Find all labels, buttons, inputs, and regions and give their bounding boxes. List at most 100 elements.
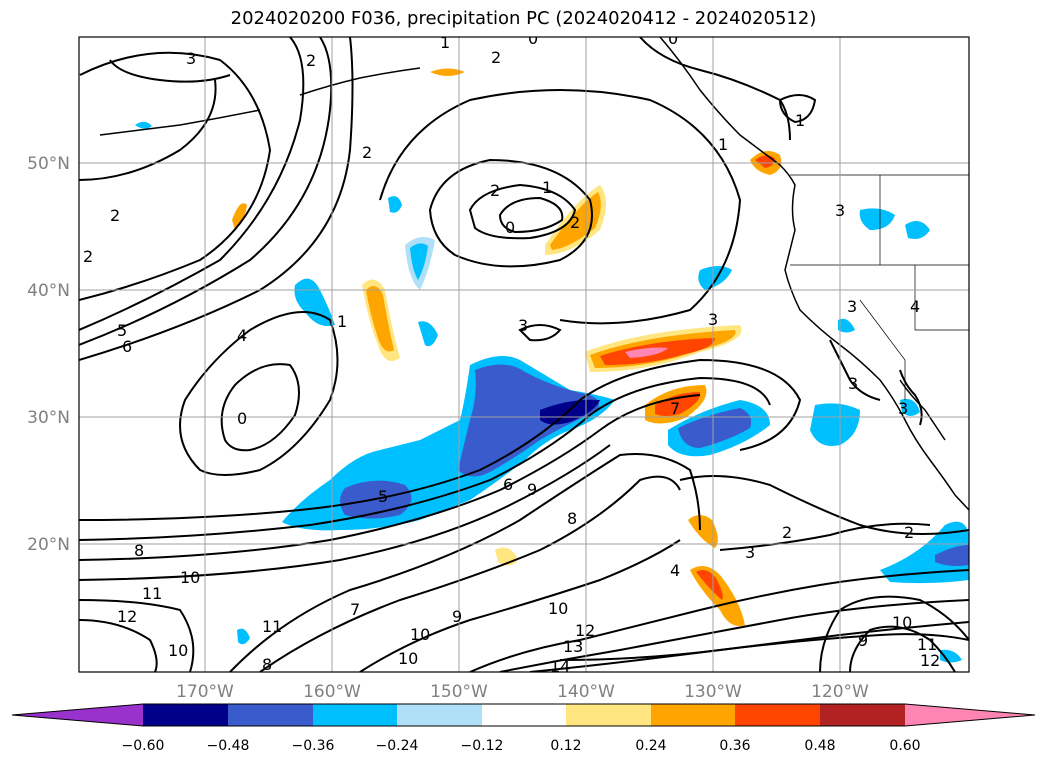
contour-label: 7 xyxy=(350,600,360,619)
contour-label: 1 xyxy=(542,178,552,197)
contour-line xyxy=(469,569,969,672)
positive-patch-d-red xyxy=(696,570,723,600)
contour-line xyxy=(79,51,272,301)
negative-patch-main-dark xyxy=(458,364,599,477)
contour-line xyxy=(79,358,802,521)
border-line xyxy=(914,265,969,331)
lat-label-40n: 40°N xyxy=(27,281,70,301)
contour-label: 2 xyxy=(491,48,501,67)
contour-line xyxy=(518,324,562,342)
colorbar-segment xyxy=(820,704,905,726)
colorbar-tick-label: 0.24 xyxy=(635,738,666,754)
negative-patch-d xyxy=(880,521,969,584)
state-borders xyxy=(790,174,969,400)
contour-line xyxy=(79,444,611,581)
colorbar-outline xyxy=(11,703,1036,727)
contour-label: 1 xyxy=(795,111,805,130)
contour-label: 4 xyxy=(910,297,920,316)
contour-label: 3 xyxy=(708,310,718,329)
contour-label: 0 xyxy=(528,29,538,48)
contour-label: 2 xyxy=(83,247,93,266)
contour-label: 6 xyxy=(503,475,513,494)
positive-patch-e xyxy=(688,515,718,548)
lon-label-170w: 170°W xyxy=(176,682,234,702)
contour-line xyxy=(679,475,969,535)
contour-line xyxy=(79,37,354,361)
contour-line xyxy=(229,453,701,672)
colorbar-segment xyxy=(566,704,651,726)
negative-patch-c xyxy=(810,403,860,446)
contour-label: 10 xyxy=(548,599,568,618)
contour-label: 1 xyxy=(337,312,347,331)
contour-label: 3 xyxy=(186,49,196,68)
colorbar-extend-right xyxy=(905,704,1035,726)
contour-line xyxy=(778,94,817,124)
negative-patch-k xyxy=(418,321,438,347)
colorbar-extend-left xyxy=(12,704,143,726)
contour-label: 6 xyxy=(122,337,132,356)
contour-label: 14 xyxy=(550,657,570,676)
lon-label-160w: 160°W xyxy=(303,682,361,702)
contour-line xyxy=(259,475,681,672)
contour-line xyxy=(220,363,300,452)
contour-line xyxy=(498,196,564,234)
contour-line xyxy=(79,394,701,561)
colorbar-tick-label: −0.12 xyxy=(461,738,504,754)
colorbar-tick-label: 0.48 xyxy=(804,738,835,754)
contour-label: 1 xyxy=(718,135,728,154)
contour-label: 13 xyxy=(563,637,583,656)
contour-label: 3 xyxy=(835,201,845,220)
negative-patch-i xyxy=(905,221,930,239)
colorbar-tick-label: 0.12 xyxy=(550,738,581,754)
colorbar-segment xyxy=(651,704,735,726)
lon-label-150w: 150°W xyxy=(430,682,488,702)
negative-patch-g xyxy=(698,266,732,290)
contour-label: 10 xyxy=(168,641,188,660)
colorbar-tick-label: −0.60 xyxy=(122,738,165,754)
negative-patch-h xyxy=(859,208,895,230)
colorbar-tick-label: −0.24 xyxy=(376,738,419,754)
coast-aleutians xyxy=(99,109,261,136)
colorbar-tick-label: −0.36 xyxy=(292,738,335,754)
contour-line xyxy=(179,311,339,476)
colorbar-tick-label: 0.36 xyxy=(719,738,750,754)
lat-label-50n: 50°N xyxy=(27,154,70,174)
contour-label: 2 xyxy=(110,206,120,225)
contour-label: 8 xyxy=(262,655,272,674)
contour-line xyxy=(359,539,681,672)
contour-line xyxy=(79,599,195,672)
colorbar-segment xyxy=(735,704,820,726)
contour-label: 11 xyxy=(262,617,282,636)
lon-label-130w: 130°W xyxy=(684,682,742,702)
lat-labels: 50°N 40°N 30°N 20°N xyxy=(27,154,70,555)
lon-labels: 170°W 160°W 150°W 140°W 130°W 120°W xyxy=(176,682,869,702)
colorbar-segment xyxy=(143,704,228,726)
shaded-precip-patches xyxy=(135,68,969,663)
negative-patch-l xyxy=(135,121,152,129)
contour-label: 9 xyxy=(858,631,868,650)
border-line xyxy=(859,299,906,400)
contour-label: 5 xyxy=(378,487,388,506)
contour-label: 0 xyxy=(237,409,247,428)
colorbar-segment xyxy=(482,704,566,726)
contour-lines xyxy=(79,37,969,672)
negative-patch-d-dark xyxy=(935,545,969,566)
contour-label: 7 xyxy=(670,399,680,418)
contour-label: 2 xyxy=(362,143,372,162)
contour-label: 2 xyxy=(782,523,792,542)
coastline xyxy=(99,37,969,511)
contour-label: 10 xyxy=(180,568,200,587)
colorbar: −0.60 −0.48 −0.36 −0.24 −0.12 0.12 0.24 … xyxy=(11,703,1036,754)
lon-label-120w: 120°W xyxy=(811,682,869,702)
contour-label: 5 xyxy=(117,321,127,340)
contour-line xyxy=(379,89,742,325)
contour-labels: 3 2 2 0 1 2 2 1 2 0 2 1 5 6 4 0 3 2 5 6 … xyxy=(83,29,940,676)
contour-label: 9 xyxy=(452,607,462,626)
contour-label: 2 xyxy=(570,213,580,232)
contour-line xyxy=(639,37,791,141)
contour-label: 4 xyxy=(670,561,680,580)
positive-patch-b-orange xyxy=(366,286,394,352)
contour-line xyxy=(79,37,305,331)
colorbar-segment xyxy=(228,704,313,726)
contour-line xyxy=(79,37,333,346)
